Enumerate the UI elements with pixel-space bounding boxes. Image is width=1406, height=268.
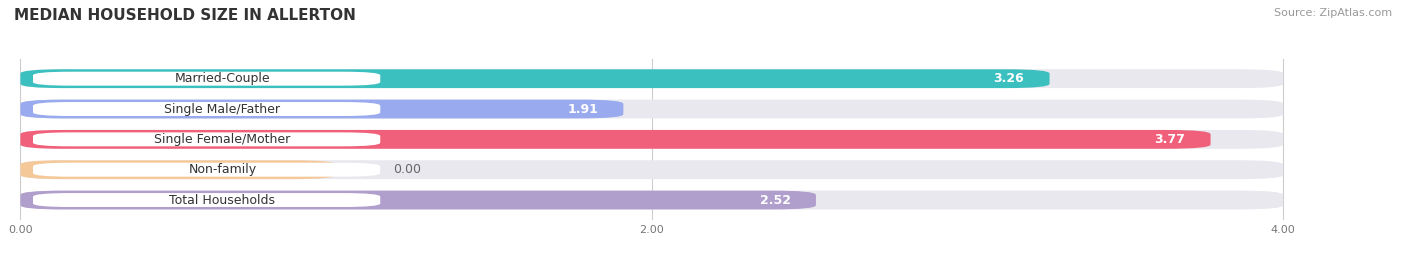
FancyBboxPatch shape xyxy=(32,132,380,146)
FancyBboxPatch shape xyxy=(32,163,380,177)
Text: 0.00: 0.00 xyxy=(392,163,420,176)
Text: Married-Couple: Married-Couple xyxy=(174,72,270,85)
FancyBboxPatch shape xyxy=(20,100,623,118)
Text: 2.52: 2.52 xyxy=(759,193,790,207)
FancyBboxPatch shape xyxy=(32,193,380,207)
Text: Total Households: Total Households xyxy=(169,193,276,207)
FancyBboxPatch shape xyxy=(20,130,1284,149)
FancyBboxPatch shape xyxy=(20,160,1284,179)
FancyBboxPatch shape xyxy=(20,69,1284,88)
FancyBboxPatch shape xyxy=(20,191,1284,210)
FancyBboxPatch shape xyxy=(20,69,1049,88)
Text: Non-family: Non-family xyxy=(188,163,256,176)
FancyBboxPatch shape xyxy=(20,130,1211,149)
Text: 3.77: 3.77 xyxy=(1154,133,1185,146)
FancyBboxPatch shape xyxy=(20,191,815,210)
Text: MEDIAN HOUSEHOLD SIZE IN ALLERTON: MEDIAN HOUSEHOLD SIZE IN ALLERTON xyxy=(14,8,356,23)
FancyBboxPatch shape xyxy=(32,102,380,116)
FancyBboxPatch shape xyxy=(20,160,336,179)
FancyBboxPatch shape xyxy=(20,100,1284,118)
Text: Single Male/Father: Single Male/Father xyxy=(165,103,280,116)
Text: 1.91: 1.91 xyxy=(567,103,598,116)
FancyBboxPatch shape xyxy=(32,72,380,86)
Text: 3.26: 3.26 xyxy=(994,72,1025,85)
Text: Source: ZipAtlas.com: Source: ZipAtlas.com xyxy=(1274,8,1392,18)
Text: Single Female/Mother: Single Female/Mother xyxy=(155,133,291,146)
